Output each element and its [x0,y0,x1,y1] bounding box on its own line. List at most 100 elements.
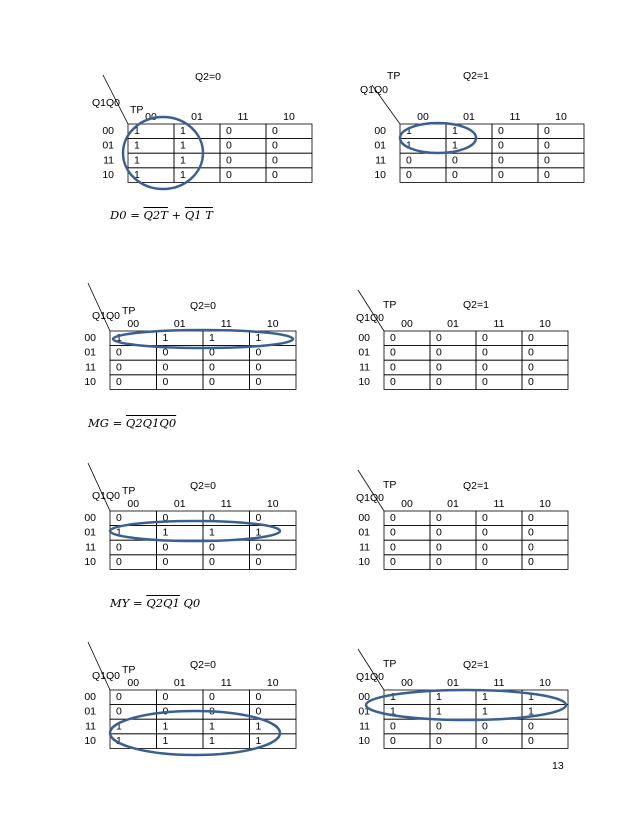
cell: 1 [163,720,169,732]
cell: 0 [163,556,169,568]
cell: 1 [209,735,215,747]
grouping-oval [108,709,282,757]
cell: 0 [390,720,396,732]
col-header: 10 [539,677,551,689]
cell: 0 [528,720,534,732]
q2-label: Q2=1 [463,299,489,311]
cell: 0 [482,527,488,539]
row-header: 00 [84,512,96,524]
grouping-oval [111,328,295,350]
cell: 0 [116,706,122,718]
cell: 0 [528,556,534,568]
q1q0-label: Q1Q0 [360,84,388,96]
row-header: 00 [358,512,370,524]
cell: 0 [209,541,215,553]
row-header: 11 [359,720,370,732]
row-header: 00 [358,332,370,344]
row-header: 01 [358,706,370,718]
cell: 0 [452,154,458,166]
tp-label: TP [387,70,400,82]
row-header: 00 [84,332,96,344]
cell: 0 [256,361,262,373]
cell: 1 [116,332,122,344]
cell: 0 [482,735,488,747]
row-header: 01 [358,347,370,359]
cell: 0 [482,556,488,568]
cell: 1 [134,169,140,181]
equation-part: + [167,208,185,222]
cell: 0 [116,556,122,568]
cell: 0 [390,376,396,388]
q2-label: Q2=1 [463,70,489,82]
cell: 0 [544,125,550,137]
cell: 0 [116,512,122,524]
cell: 0 [390,556,396,568]
cell-box [127,123,175,140]
row-header: 10 [358,556,370,568]
cell: 1 [163,735,169,747]
row-header: 01 [84,527,96,539]
equation-part: Q2T [143,208,168,222]
col-header: 00 [127,677,139,689]
row-header: 01 [358,527,370,539]
cell: 1 [390,706,396,718]
row-header: 01 [84,706,96,718]
cell: 0 [209,361,215,373]
col-header: 11 [221,677,232,689]
cell: 0 [528,512,534,524]
equation: D0 = Q2T + Q1 T [110,208,213,222]
tp-label: TP [383,479,396,491]
cell: 0 [498,140,504,152]
row-header: 01 [102,140,114,152]
col-header: 10 [267,498,279,510]
col-header: 01 [174,498,186,510]
equation-part: Q0 [179,596,201,610]
equation: MY = Q2Q1 Q0 [110,596,200,610]
cell: 0 [452,169,458,181]
cell: 0 [390,332,396,344]
grouping-oval [398,121,478,155]
cell: 0 [163,347,169,359]
equation-part: MG = [88,416,126,430]
cell: 0 [116,541,122,553]
q2-label: Q2=0 [190,480,216,492]
equation-part: D0 = [110,208,144,222]
cell: 0 [528,735,534,747]
diagonal [87,282,111,332]
cell: 1 [180,140,186,152]
cell: 0 [498,169,504,181]
cell: 0 [256,541,262,553]
cell: 0 [498,154,504,166]
col-header: 01 [447,318,459,330]
diagonal [357,289,385,332]
cell: 0 [436,527,442,539]
cell: 1 [256,527,262,539]
cell: 0 [226,169,232,181]
col-header: 01 [463,111,475,123]
page-number: 13 [552,760,564,772]
cell: 0 [436,361,442,373]
col-header: 10 [267,318,279,330]
diagonal [102,74,129,125]
cell: 0 [436,556,442,568]
cell-box [109,510,157,527]
cell: 0 [528,376,534,388]
col-header: 11 [221,498,232,510]
q1q0-label: Q1Q0 [92,97,120,109]
cell-box [109,689,157,706]
cell: 0 [116,347,122,359]
equation-part: MY = [110,596,147,610]
cell: 0 [528,527,534,539]
cell: 1 [256,332,262,344]
cell: 1 [209,332,215,344]
cell: 0 [390,541,396,553]
cell: 1 [482,706,488,718]
cell: 0 [528,347,534,359]
cell: 0 [482,347,488,359]
cell: 0 [390,361,396,373]
cell: 1 [436,691,442,703]
cell: 0 [209,347,215,359]
cell: 0 [544,140,550,152]
tp-label: TP [383,658,396,670]
